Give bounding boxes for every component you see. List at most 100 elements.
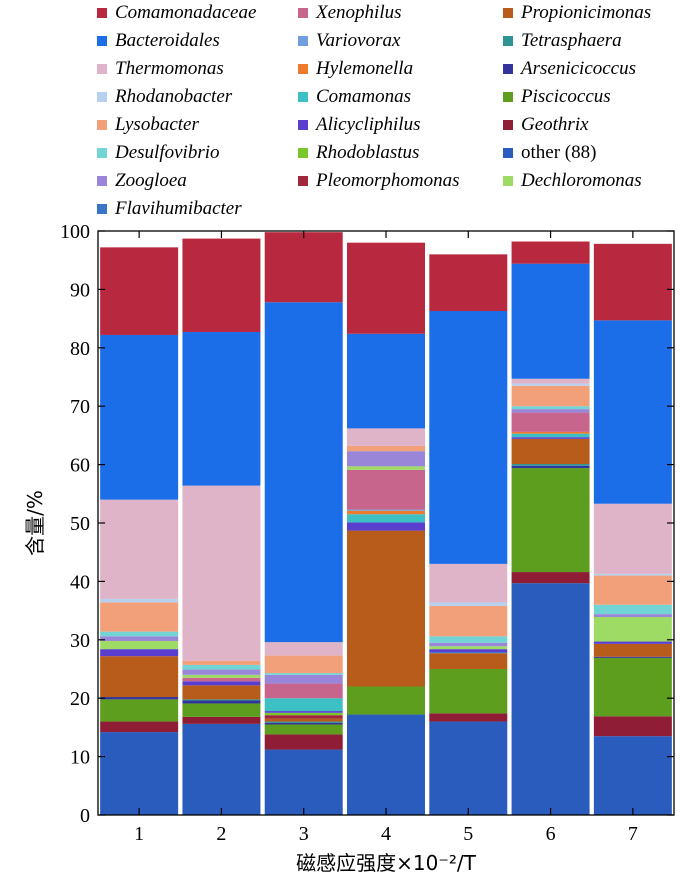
legend-swatch xyxy=(298,36,308,46)
legend-label: Arsenicicoccus xyxy=(521,58,637,79)
bar-segment xyxy=(264,674,343,684)
bar-segment xyxy=(511,431,590,434)
legend-label: Flavihumibacter xyxy=(115,198,242,219)
legend-label: Comamonadaceae xyxy=(115,2,257,23)
legend-item: Pleomorphomonas xyxy=(298,168,460,194)
legend-swatch xyxy=(503,148,513,158)
legend-swatch xyxy=(97,148,107,158)
legend-label: Alicycliphilus xyxy=(316,114,421,135)
legend-label: Variovorax xyxy=(316,30,401,51)
bar-segment xyxy=(593,575,672,605)
legend-item: Rhodanobacter xyxy=(97,84,232,110)
bar-segment xyxy=(429,669,508,714)
bar-segment xyxy=(264,734,343,750)
bar-segment xyxy=(511,409,590,413)
legend-item: Propionicimonas xyxy=(503,0,651,26)
bar-segment xyxy=(182,669,261,675)
bar-segment xyxy=(182,660,261,665)
bar-segment xyxy=(347,530,425,687)
legend-swatch xyxy=(503,64,513,74)
legend-label: Xenophilus xyxy=(316,2,402,23)
bar-segment xyxy=(593,503,672,574)
legend-label: Dechloromonas xyxy=(521,170,642,191)
legend-item: Hylemonella xyxy=(298,56,413,82)
bar-segment xyxy=(182,485,261,661)
bar-segment xyxy=(511,263,590,379)
legend-swatch xyxy=(298,8,308,18)
legend-swatch xyxy=(298,120,308,130)
legend-item: Piscicoccus xyxy=(503,84,611,110)
bar-segment xyxy=(347,445,425,452)
bar-segment xyxy=(593,641,672,644)
y-tick-label: 0 xyxy=(80,805,90,827)
bar-segment xyxy=(182,238,261,333)
y-tick-label: 70 xyxy=(70,396,90,418)
x-tick-label: 4 xyxy=(381,823,391,845)
bar-segment xyxy=(593,657,672,717)
bar-segment xyxy=(347,686,425,715)
legend-item: Zoogloea xyxy=(97,168,187,194)
bar-segment xyxy=(264,232,343,303)
legend-label: Desulfovibrio xyxy=(115,142,220,163)
bar-segment xyxy=(100,598,179,603)
bar-segment xyxy=(511,378,590,384)
bar-segment xyxy=(100,649,179,657)
bar-segment xyxy=(347,522,425,531)
legend-swatch xyxy=(503,92,513,102)
x-axis-label: 磁感应强度×10⁻²/T xyxy=(296,851,477,875)
x-tick-label: 2 xyxy=(216,823,226,845)
bar-segment xyxy=(264,715,343,719)
bar-segment xyxy=(182,723,261,815)
legend-label: Comamonas xyxy=(316,86,412,107)
bar-segment xyxy=(100,699,179,722)
legend-item: Bacteroidales xyxy=(97,28,220,54)
y-tick-label: 60 xyxy=(70,455,90,477)
bar-segment xyxy=(264,655,343,674)
bar-segment xyxy=(511,241,590,264)
legend-swatch xyxy=(97,64,107,74)
bar-segment xyxy=(182,699,261,701)
bar-segment xyxy=(593,716,672,737)
bar-segment xyxy=(100,334,179,500)
y-tick-label: 30 xyxy=(70,630,90,652)
legend-item: Alicycliphilus xyxy=(298,112,420,138)
y-tick-label: 90 xyxy=(70,279,90,301)
legend-item: Variovorax xyxy=(298,28,400,54)
bar-segment xyxy=(264,724,343,735)
legend-swatch xyxy=(503,120,513,130)
legend-label: Bacteroidales xyxy=(115,30,220,51)
bar-segment xyxy=(100,721,179,733)
bar-segment xyxy=(429,602,508,606)
bar-segment xyxy=(429,642,508,647)
legend-swatch xyxy=(97,8,107,18)
legend-swatch xyxy=(503,36,513,46)
bar-segment xyxy=(347,466,425,470)
bar-segment xyxy=(264,711,343,713)
bar-segment xyxy=(511,385,590,407)
legend-label: Piscicoccus xyxy=(521,86,611,107)
legend-swatch xyxy=(503,8,513,18)
bar-segment xyxy=(511,437,590,439)
bar-segment xyxy=(264,642,343,656)
legend-label: Rhodoblastus xyxy=(316,142,420,163)
bar-segment xyxy=(347,714,425,815)
bar-segment xyxy=(429,653,508,669)
y-axis-label: 含量/% xyxy=(23,490,47,556)
bar-segment xyxy=(429,721,508,815)
y-tick-label: 10 xyxy=(70,747,90,769)
bar-segment xyxy=(593,656,672,658)
bar-segment xyxy=(429,713,508,722)
bar-segment xyxy=(429,254,508,312)
legend-swatch xyxy=(298,148,308,158)
bar-segment xyxy=(182,716,261,724)
legend-item: Lysobacter xyxy=(97,112,199,138)
legend-swatch xyxy=(298,176,308,186)
legend-label: Thermomonas xyxy=(115,58,224,79)
bar-segment xyxy=(593,643,672,657)
bar-segment xyxy=(100,602,179,632)
bar-segment xyxy=(429,563,508,603)
bar-segment xyxy=(593,617,672,642)
legend-swatch xyxy=(503,176,513,186)
legend-item: Thermomonas xyxy=(97,56,224,82)
x-tick-label: 6 xyxy=(546,823,556,845)
